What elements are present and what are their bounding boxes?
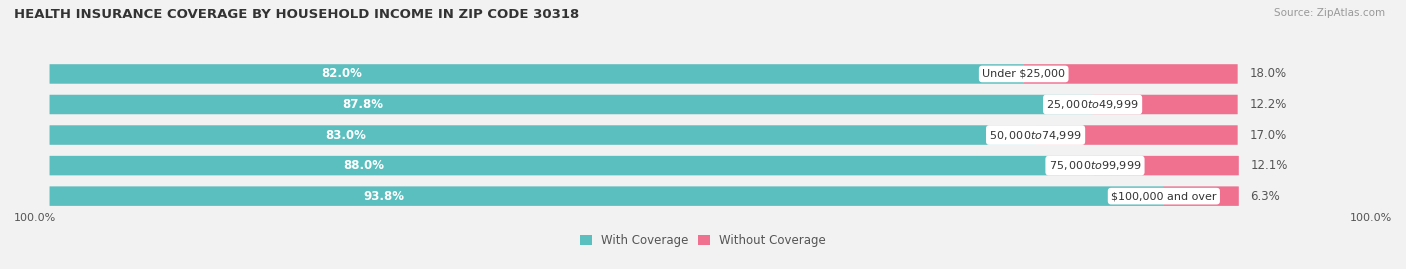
- Text: 12.2%: 12.2%: [1250, 98, 1286, 111]
- FancyBboxPatch shape: [1164, 186, 1239, 206]
- Text: 93.8%: 93.8%: [363, 190, 405, 203]
- FancyBboxPatch shape: [49, 64, 1024, 84]
- FancyBboxPatch shape: [1035, 125, 1237, 145]
- FancyBboxPatch shape: [49, 186, 1164, 206]
- Text: Source: ZipAtlas.com: Source: ZipAtlas.com: [1274, 8, 1385, 18]
- Text: $25,000 to $49,999: $25,000 to $49,999: [1046, 98, 1139, 111]
- Text: $75,000 to $99,999: $75,000 to $99,999: [1049, 159, 1142, 172]
- Text: 12.1%: 12.1%: [1250, 159, 1288, 172]
- Text: 88.0%: 88.0%: [343, 159, 384, 172]
- Text: 83.0%: 83.0%: [325, 129, 366, 141]
- Text: 17.0%: 17.0%: [1250, 129, 1286, 141]
- FancyBboxPatch shape: [1095, 156, 1239, 175]
- Text: 87.8%: 87.8%: [342, 98, 382, 111]
- Text: 82.0%: 82.0%: [322, 68, 363, 80]
- FancyBboxPatch shape: [49, 186, 1237, 206]
- FancyBboxPatch shape: [1024, 64, 1237, 84]
- Text: $100,000 and over: $100,000 and over: [1111, 191, 1216, 201]
- FancyBboxPatch shape: [49, 64, 1237, 84]
- Text: 18.0%: 18.0%: [1250, 68, 1286, 80]
- FancyBboxPatch shape: [49, 156, 1095, 175]
- FancyBboxPatch shape: [49, 125, 1237, 145]
- FancyBboxPatch shape: [49, 156, 1237, 175]
- Text: Under $25,000: Under $25,000: [983, 69, 1066, 79]
- Text: 100.0%: 100.0%: [14, 213, 56, 223]
- FancyBboxPatch shape: [49, 95, 1092, 114]
- FancyBboxPatch shape: [49, 125, 1036, 145]
- Text: 6.3%: 6.3%: [1250, 190, 1281, 203]
- Legend: With Coverage, Without Coverage: With Coverage, Without Coverage: [579, 234, 827, 247]
- FancyBboxPatch shape: [49, 95, 1237, 114]
- Text: $50,000 to $74,999: $50,000 to $74,999: [990, 129, 1081, 141]
- Text: HEALTH INSURANCE COVERAGE BY HOUSEHOLD INCOME IN ZIP CODE 30318: HEALTH INSURANCE COVERAGE BY HOUSEHOLD I…: [14, 8, 579, 21]
- FancyBboxPatch shape: [1092, 95, 1237, 114]
- Text: 100.0%: 100.0%: [1350, 213, 1392, 223]
